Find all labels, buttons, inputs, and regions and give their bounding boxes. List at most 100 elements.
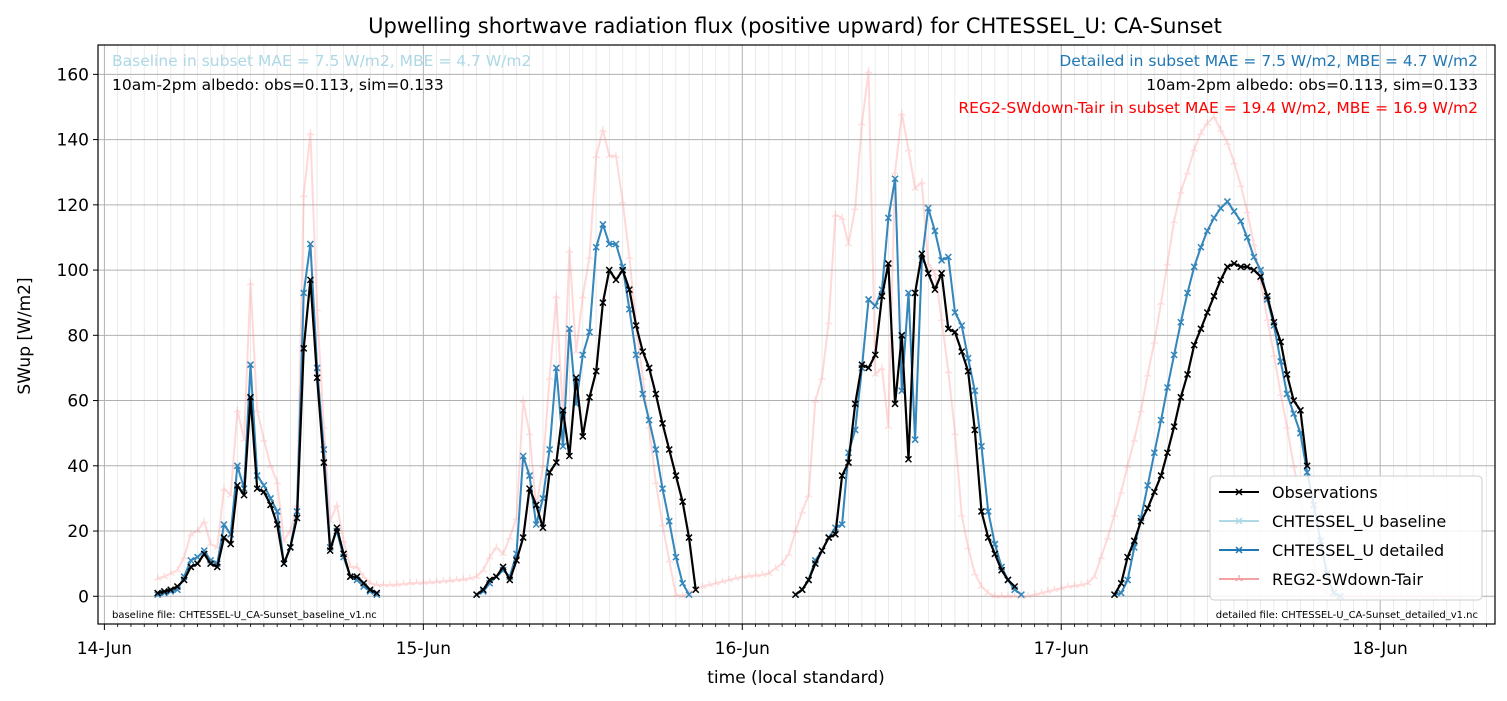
data-point bbox=[1050, 585, 1059, 593]
data-point bbox=[672, 590, 680, 598]
data-point bbox=[246, 393, 254, 401]
data-point bbox=[911, 436, 919, 444]
series-reg2-swdown-tair bbox=[153, 67, 1464, 599]
data-point bbox=[791, 527, 800, 534]
data-point bbox=[1290, 397, 1298, 405]
data-point bbox=[473, 591, 481, 599]
data-point bbox=[838, 213, 846, 221]
detailed-stats-annotation: Detailed in subset MAE = 7.5 W/m2, MBE =… bbox=[1059, 52, 1478, 70]
data-point bbox=[918, 178, 926, 185]
data-point bbox=[612, 276, 620, 284]
x-axis: 14-Jun 15-Jun 16-Jun 17-Jun 18-Jun bbox=[77, 624, 1487, 659]
data-point bbox=[187, 563, 195, 571]
series-line bbox=[157, 278, 378, 595]
data-point bbox=[466, 574, 474, 581]
data-point bbox=[858, 361, 866, 369]
data-point bbox=[685, 591, 693, 599]
data-point bbox=[306, 276, 314, 284]
data-point bbox=[1283, 422, 1291, 430]
data-point bbox=[233, 481, 241, 489]
data-point bbox=[1283, 390, 1291, 398]
data-point bbox=[585, 253, 594, 260]
data-point bbox=[938, 269, 946, 277]
data-point bbox=[1070, 581, 1079, 589]
data-point bbox=[333, 500, 341, 508]
data-point bbox=[838, 520, 846, 529]
data-point bbox=[931, 227, 939, 235]
data-point bbox=[884, 260, 892, 268]
data-point bbox=[459, 575, 467, 582]
data-point bbox=[599, 125, 607, 133]
data-point bbox=[632, 351, 640, 359]
x-axis-label: time (local standard) bbox=[707, 668, 885, 688]
data-point bbox=[897, 109, 906, 117]
data-point bbox=[1150, 488, 1158, 496]
data-point bbox=[605, 266, 613, 274]
data-point bbox=[492, 543, 501, 550]
data-point bbox=[546, 468, 554, 476]
data-point bbox=[479, 566, 488, 573]
data-point bbox=[864, 67, 873, 74]
data-point bbox=[1210, 112, 1218, 120]
data-point bbox=[998, 566, 1006, 574]
data-point bbox=[818, 547, 826, 555]
data-point bbox=[273, 478, 282, 485]
data-point bbox=[831, 210, 840, 218]
data-point bbox=[1097, 553, 1105, 560]
data-point bbox=[904, 455, 912, 463]
data-point bbox=[1163, 383, 1171, 392]
data-point bbox=[1230, 158, 1238, 165]
data-point bbox=[964, 354, 972, 362]
data-point bbox=[220, 534, 228, 542]
data-point bbox=[1243, 233, 1251, 241]
minor-grid bbox=[117, 45, 1487, 624]
data-point bbox=[605, 151, 614, 159]
data-point bbox=[260, 481, 268, 489]
data-point bbox=[918, 250, 926, 258]
data-point bbox=[612, 151, 620, 159]
x-tick-label: 16-Jun bbox=[715, 639, 770, 659]
data-point bbox=[1197, 325, 1205, 333]
data-point bbox=[545, 373, 554, 381]
data-point bbox=[665, 445, 673, 454]
data-point bbox=[552, 459, 560, 467]
data-point bbox=[1235, 546, 1243, 554]
y-tick-label: 160 bbox=[57, 65, 89, 85]
data-point bbox=[1230, 260, 1238, 268]
data-point bbox=[1235, 488, 1243, 496]
data-point bbox=[1237, 217, 1245, 225]
y-axis-label: SWup [W/m2] bbox=[15, 277, 35, 394]
data-point bbox=[824, 318, 833, 325]
legend-items: Observations CHTESSEL_U baseline CHTESSEL_… bbox=[1219, 483, 1446, 589]
data-point bbox=[446, 576, 454, 584]
data-point bbox=[1004, 576, 1012, 584]
data-point bbox=[1303, 462, 1311, 470]
data-point bbox=[320, 459, 328, 467]
y-tick-label: 140 bbox=[57, 131, 89, 151]
series-observations bbox=[154, 250, 1311, 599]
data-point bbox=[1203, 119, 1212, 126]
data-point bbox=[472, 572, 481, 580]
data-point bbox=[572, 347, 580, 355]
data-point bbox=[1104, 533, 1112, 541]
data-point bbox=[1235, 517, 1243, 525]
data-point bbox=[991, 592, 999, 599]
data-point bbox=[1144, 504, 1152, 512]
data-point bbox=[1110, 591, 1119, 599]
data-point bbox=[227, 540, 235, 548]
reg2-stats-annotation: REG2-SWdown-Tair in subset MAE = 19.4 W/… bbox=[958, 99, 1478, 117]
data-point bbox=[871, 351, 879, 359]
data-point bbox=[771, 564, 780, 572]
data-point bbox=[692, 586, 700, 594]
data-point bbox=[353, 573, 361, 581]
data-point bbox=[432, 577, 441, 585]
data-point bbox=[871, 370, 880, 377]
x-tick-label: 18-Jun bbox=[1353, 639, 1408, 659]
x-tick-label: 14-Jun bbox=[77, 639, 132, 659]
data-point bbox=[479, 587, 487, 595]
data-point bbox=[300, 344, 308, 352]
data-point bbox=[679, 498, 687, 506]
data-point bbox=[539, 524, 547, 532]
data-point bbox=[565, 325, 573, 333]
data-point bbox=[452, 575, 461, 583]
